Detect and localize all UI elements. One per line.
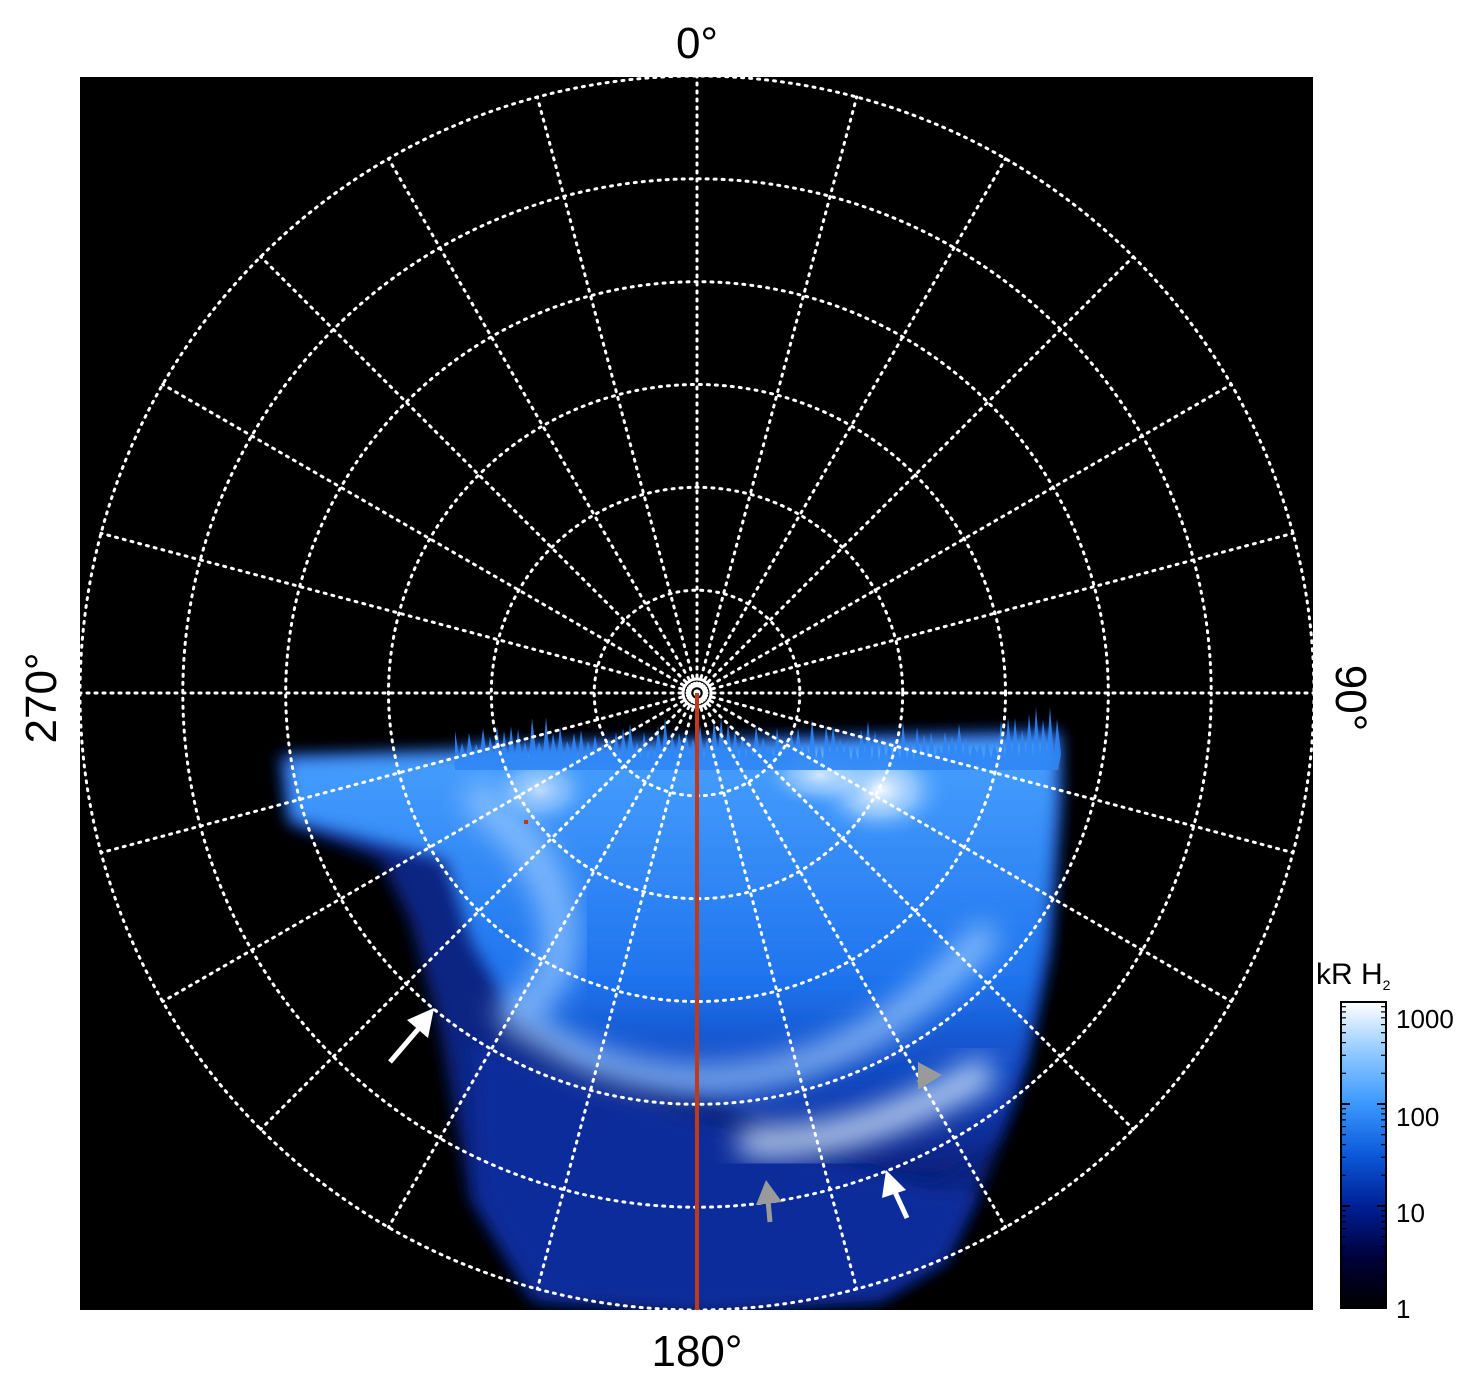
arrow-white-left (388, 1008, 434, 1064)
grid-meridian-165 (695, 691, 859, 1291)
grid-meridian-285 (99, 531, 699, 695)
grid-meridian-120 (695, 691, 1233, 1003)
grid-meridian-75 (695, 531, 1295, 695)
arrow-gray-right (916, 1062, 942, 1090)
grid-meridian-330 (387, 157, 699, 695)
colorbar-tick-label-10: 10 (1396, 1198, 1425, 1228)
colorbar-tick-label-100: 100 (1396, 1102, 1439, 1132)
grid-meridian-195 (535, 691, 699, 1291)
colorbar-tick-label-1: 1 (1396, 1294, 1410, 1324)
angle-label-90: 90° (1326, 665, 1375, 732)
grid-meridian-60 (695, 383, 1233, 695)
grid-meridian-15 (695, 95, 859, 695)
annotation-arrows (388, 1008, 942, 1223)
grid-circle-3 (387, 383, 1007, 1003)
angle-label-180: 180° (651, 1327, 742, 1376)
grid-meridian-300 (161, 383, 699, 695)
aurora-ragged-edge (455, 707, 1061, 770)
colorbar-title-main: kR H (1316, 958, 1383, 991)
grid-meridian-105 (695, 691, 1295, 855)
arrow-gray-bottom (756, 1180, 782, 1223)
colorbar-bar (1340, 1001, 1387, 1309)
colorbar-ticks (1341, 1006, 1386, 1309)
grid-meridian-315 (259, 255, 699, 695)
colorbar: kR H2 1000 100 10 1 (1316, 958, 1454, 1324)
grid-meridian-225 (259, 691, 699, 1131)
aurora-emission (278, 707, 1062, 1310)
colorbar-title-subscript: 2 (1383, 977, 1391, 993)
red-pixel-marker (524, 820, 528, 824)
grid-meridian-150 (695, 691, 1007, 1229)
colorbar-title: kR H2 (1316, 958, 1391, 993)
arrow-white-bottom (882, 1170, 910, 1220)
grid-meridian-345 (535, 95, 699, 695)
grid-meridian-135 (695, 691, 1135, 1131)
bright-arc-inner (512, 921, 1000, 1093)
grid-meridian-210 (387, 691, 699, 1229)
grid-meridian-255 (99, 691, 699, 855)
angle-label-0: 0° (676, 19, 718, 68)
grid-meridian-45 (695, 255, 1135, 695)
bright-arc-outer (738, 1056, 998, 1157)
bright-arc-left (459, 776, 578, 1036)
grid-meridian-240 (161, 691, 699, 1003)
angle-label-270: 270° (17, 652, 66, 743)
grid-meridian-30 (695, 157, 1007, 695)
colorbar-tick-label-1000: 1000 (1396, 1004, 1454, 1034)
aurora-lower-speckle (470, 1040, 980, 1310)
